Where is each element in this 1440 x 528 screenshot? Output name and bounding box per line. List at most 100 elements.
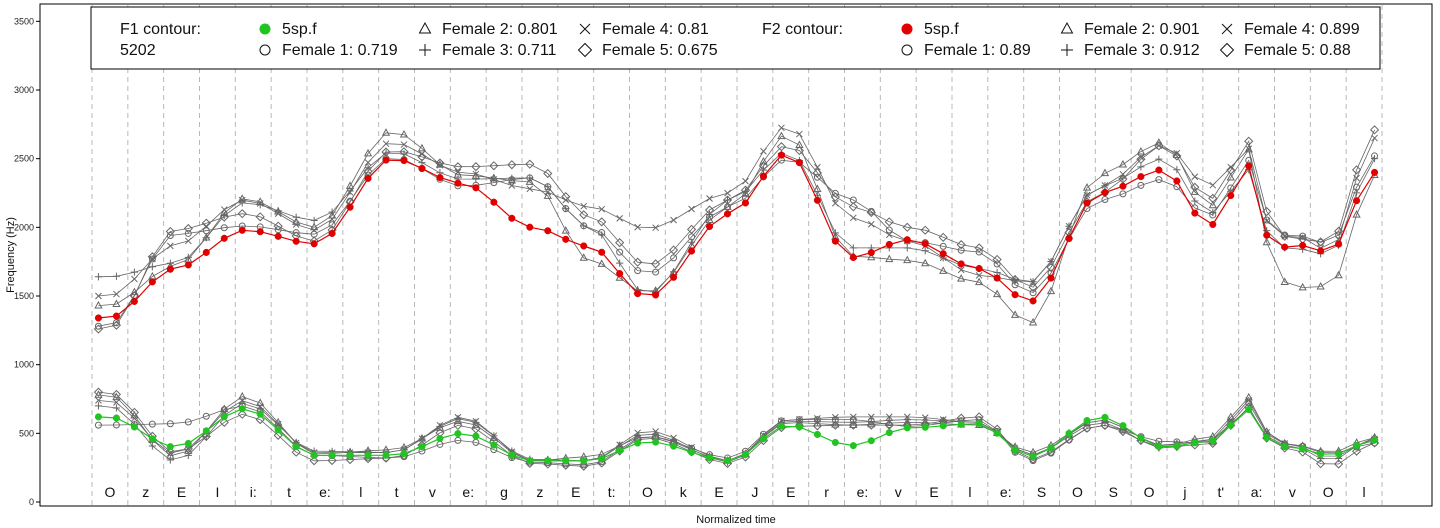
cross-marker: [652, 428, 659, 435]
diamond-marker: [740, 185, 751, 195]
triangle-marker: [1262, 237, 1271, 246]
cross-marker: [454, 168, 462, 176]
cross-marker: [616, 441, 624, 449]
triangle-marker: [238, 391, 247, 400]
filled-marker: [346, 451, 354, 459]
phone-label: J: [751, 484, 758, 500]
legend-label: 5sp.f: [282, 21, 317, 38]
circle-marker: [1137, 181, 1145, 189]
cross-marker: [760, 147, 767, 155]
legend-label: 5sp.f: [924, 21, 959, 38]
diamond-marker: [1118, 426, 1128, 437]
filled-marker: [1083, 199, 1091, 207]
diamond-marker: [902, 222, 912, 232]
diamond-marker: [561, 192, 571, 202]
plus-marker: [921, 247, 929, 255]
diamond-marker: [183, 223, 193, 234]
cross-marker: [796, 130, 803, 138]
legend-label: Female 3: 0.912: [1084, 42, 1200, 59]
phone-label: i:: [250, 484, 257, 500]
diamond-marker: [758, 161, 769, 171]
diamond-marker: [1334, 226, 1344, 236]
cross-marker: [652, 224, 659, 232]
legend-label: Female 4: 0.81: [602, 21, 709, 38]
cross-marker: [256, 200, 264, 207]
triangle-marker: [1028, 318, 1038, 326]
filled-marker: [130, 297, 138, 305]
phone-label: E: [177, 484, 186, 500]
diamond-marker: [920, 225, 930, 235]
triangle-marker: [1100, 168, 1110, 177]
y-tick-label: 3000: [14, 85, 34, 95]
filled-marker: [472, 184, 480, 192]
cross-marker: [742, 177, 749, 185]
filled-marker: [310, 240, 318, 248]
triangle-marker: [1316, 281, 1325, 290]
y-axis-ticks: 0 500 1000 1500 2000 2500 3000 3500: [14, 16, 40, 507]
plus-marker: [148, 442, 156, 450]
filled-marker: [346, 203, 354, 211]
filled-marker: [202, 248, 210, 256]
cross-marker: [1011, 277, 1019, 285]
filled-marker: [508, 451, 516, 459]
filled-marker: [831, 438, 839, 447]
diamond-marker: [848, 202, 858, 212]
filled-marker: [885, 429, 893, 437]
triangle-marker: [795, 140, 804, 148]
legend-label: Female 4: 0.899: [1244, 21, 1360, 38]
cross-marker: [1191, 173, 1199, 181]
plus-marker: [831, 229, 839, 237]
diamond-marker: [866, 420, 876, 430]
series-f1-5sp-f: [94, 405, 1379, 465]
filled-marker: [723, 457, 732, 465]
phone-label: E: [929, 484, 938, 500]
filled-marker: [328, 451, 336, 459]
triangle-marker: [1298, 282, 1307, 291]
triangle-marker: [1010, 310, 1020, 318]
diamond-marker: [1280, 231, 1290, 241]
phone-label: t: [395, 484, 399, 500]
filled-marker: [1371, 436, 1379, 444]
phone-label: j: [1182, 484, 1186, 500]
cross-marker: [1137, 153, 1145, 161]
circle-marker: [259, 44, 271, 56]
circle-marker: [184, 229, 192, 237]
cross-marker: [274, 210, 282, 217]
cross-marker: [1119, 170, 1127, 178]
cross-marker: [508, 182, 516, 189]
filled-marker: [1011, 291, 1019, 299]
legend-box: [90, 6, 1381, 70]
cross-marker: [634, 223, 641, 231]
plus-marker: [310, 216, 318, 225]
filled-marker: [1263, 434, 1271, 442]
filled-marker: [436, 173, 444, 182]
phone-label: l: [1363, 484, 1366, 500]
triangle-marker: [705, 215, 714, 223]
cross-marker: [670, 434, 677, 442]
filled-marker: [94, 413, 102, 421]
cross-marker: [202, 222, 210, 230]
filled-marker: [741, 450, 750, 459]
diamond-marker: [974, 243, 984, 253]
filled-marker: [777, 151, 785, 159]
cross-marker: [1227, 163, 1235, 171]
triangle-marker: [471, 420, 481, 428]
filled-marker: [849, 442, 857, 450]
cross-marker: [1227, 416, 1235, 424]
phone-label: k: [680, 484, 688, 500]
filled-marker: [1209, 220, 1217, 229]
diamond-marker: [453, 162, 463, 172]
filled-marker: [166, 265, 174, 273]
cross-marker: [688, 205, 695, 213]
triangle-marker: [561, 226, 570, 234]
filled-marker: [1083, 417, 1091, 425]
filled-marker: [831, 237, 839, 245]
cross-marker: [382, 140, 390, 148]
cross-marker: [131, 414, 138, 422]
legend-filled-marker: [259, 23, 271, 35]
filled-marker: [310, 451, 318, 459]
circle-marker: [670, 254, 678, 262]
diamond-marker: [597, 458, 607, 468]
diamond-marker: [1010, 274, 1020, 285]
cross-marker: [454, 413, 462, 421]
